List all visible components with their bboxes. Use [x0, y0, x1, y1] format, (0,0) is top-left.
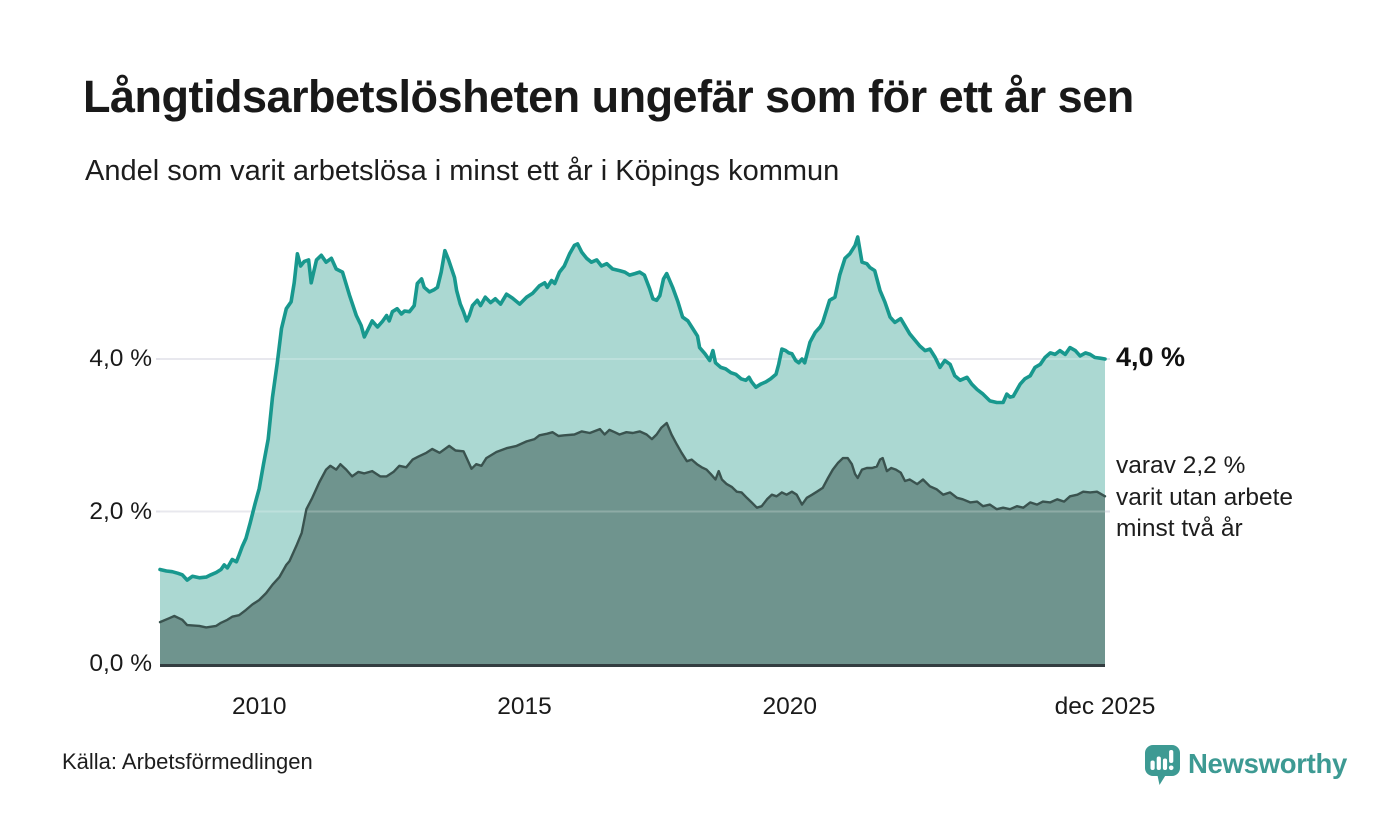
subset-label-line-2: varit utan arbete: [1116, 483, 1294, 511]
y-tick-label-2: 2,0 %: [89, 497, 152, 525]
chart-subtitle: Andel som varit arbetslösa i minst ett å…: [85, 155, 840, 187]
newsworthy-logo-icon: [1145, 745, 1180, 785]
newsworthy-wordmark: Newsworthy: [1188, 748, 1347, 779]
total-line: [158, 235, 1107, 582]
page-title: Långtidsarbetslösheten ungefär som för e…: [83, 71, 1134, 122]
x-tick-label-2015: 2015: [497, 693, 552, 720]
subset-label-line-3: minst två år: [1116, 515, 1243, 542]
x-tick-label-2010: 2010: [231, 693, 287, 720]
x-tick-label-dec-2025: dec 2025: [1054, 693, 1156, 720]
total-series-end-label: 4,0 %: [1116, 342, 1186, 372]
x-tick-label-2020: 2020: [762, 693, 818, 720]
subset-series-end-label: varav 2,2 % varit utan arbete minst två …: [1116, 450, 1376, 545]
y-tick-label-0: 0,0 %: [89, 650, 152, 677]
y-tick-label-4: 4,0 %: [89, 345, 152, 372]
newsworthy-branding: Newsworthy: [1144, 742, 1364, 794]
subset-area: [160, 423, 1105, 664]
source-note: Källa: Arbetsförmedlingen: [62, 749, 313, 774]
subset-line: [158, 421, 1107, 629]
subset-label-line-1: varav 2,2 %: [1116, 452, 1246, 479]
